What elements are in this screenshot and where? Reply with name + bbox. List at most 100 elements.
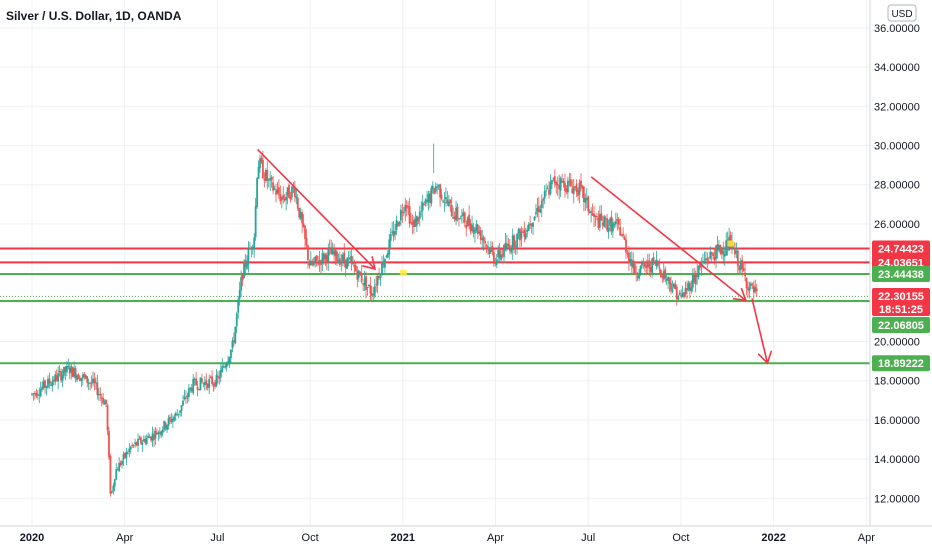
- candle: [725, 232, 728, 256]
- candle: [683, 291, 685, 299]
- candle: [373, 278, 376, 299]
- candle: [500, 249, 502, 264]
- candle: [333, 243, 335, 261]
- candle: [431, 181, 434, 194]
- chart-title: Silver / U.S. Dollar, 1D, OANDA: [6, 9, 182, 23]
- candle: [106, 403, 109, 436]
- candle: [465, 220, 468, 237]
- candle: [430, 185, 433, 207]
- candle: [289, 191, 292, 203]
- candle: [55, 369, 58, 382]
- candle: [95, 377, 97, 390]
- candle: [568, 172, 571, 187]
- candle: [681, 285, 684, 298]
- candle: [354, 262, 357, 273]
- candle: [231, 337, 234, 353]
- candle: [450, 196, 453, 217]
- y-tick-label: 30.00000: [874, 141, 920, 153]
- support-price-tag[interactable]: 18.89222: [872, 355, 930, 372]
- candle: [613, 221, 616, 229]
- price-axis[interactable]: 12.00000 14.00000 16.00000 18.00000 20.00000…: [874, 23, 920, 505]
- candle: [187, 384, 190, 402]
- resistance-price-tag[interactable]: 24.74423: [872, 240, 930, 257]
- support-price-tag[interactable]: 23.44438: [872, 265, 930, 282]
- candle: [215, 369, 218, 388]
- candle: [205, 373, 208, 391]
- candle: [324, 252, 327, 267]
- candle: [150, 436, 152, 443]
- candle: [307, 244, 309, 269]
- candle: [420, 201, 423, 217]
- candle: [490, 240, 492, 254]
- candle: [407, 201, 410, 215]
- candle: [195, 371, 198, 387]
- candle: [523, 221, 526, 243]
- candle: [124, 452, 126, 459]
- candle: [519, 227, 521, 248]
- candle: [235, 311, 238, 334]
- candle: [398, 220, 401, 227]
- support-price-tag-label: 23.44438: [878, 269, 924, 281]
- candle: [667, 275, 670, 289]
- candle: [662, 261, 665, 282]
- candle: [369, 276, 372, 301]
- candle: [571, 179, 574, 194]
- candle: [491, 241, 494, 256]
- candle: [514, 240, 517, 255]
- currency-badge[interactable]: USD: [887, 4, 917, 22]
- y-tick-label: 16.00000: [874, 415, 920, 427]
- candle: [148, 433, 151, 439]
- event-marker[interactable]: [399, 269, 407, 276]
- candle: [413, 216, 415, 234]
- candle: [155, 428, 158, 435]
- y-tick-label: 36.00000: [874, 23, 920, 35]
- candle: [504, 233, 507, 252]
- candle: [356, 266, 359, 288]
- candle: [710, 251, 713, 262]
- trendline[interactable]: [590, 176, 747, 301]
- candle: [468, 205, 471, 230]
- candle: [247, 241, 250, 273]
- candle: [670, 276, 672, 295]
- candle: [291, 185, 293, 201]
- candle: [222, 363, 225, 369]
- candle: [661, 273, 664, 283]
- candle: [47, 375, 49, 390]
- candle: [44, 379, 46, 394]
- trendline[interactable]: [256, 148, 376, 270]
- support-price-tag[interactable]: 22.06805: [872, 317, 930, 333]
- candle: [93, 372, 96, 391]
- candle: [340, 254, 343, 272]
- currency-label: USD: [891, 9, 912, 20]
- candle: [654, 260, 656, 267]
- candle: [474, 227, 476, 243]
- candle: [79, 375, 81, 382]
- time-axis[interactable]: 2020 Apr Jul Oct 2021 Apr Jul Oct 2022 Apr: [20, 532, 875, 544]
- y-tick-label: 12.00000: [874, 493, 920, 505]
- candle: [105, 399, 107, 407]
- candle: [99, 387, 102, 402]
- candle: [555, 180, 558, 194]
- candle: [224, 364, 227, 369]
- candle: [363, 270, 366, 291]
- candle: [513, 233, 516, 254]
- candle: [230, 348, 232, 364]
- candle: [158, 427, 161, 439]
- candle: [304, 225, 306, 248]
- bar-countdown: 18:51:25: [879, 304, 923, 316]
- candle: [73, 361, 76, 378]
- candle: [292, 181, 295, 193]
- candle: [394, 223, 396, 241]
- candle: [633, 260, 636, 275]
- candle: [460, 208, 463, 224]
- candle: [275, 183, 277, 203]
- candle: [49, 381, 52, 386]
- trendline[interactable]: [751, 298, 769, 364]
- candle: [81, 372, 84, 386]
- candle: [742, 262, 745, 272]
- event-marker[interactable]: [727, 240, 735, 247]
- candle: [360, 264, 363, 284]
- candle: [720, 246, 723, 260]
